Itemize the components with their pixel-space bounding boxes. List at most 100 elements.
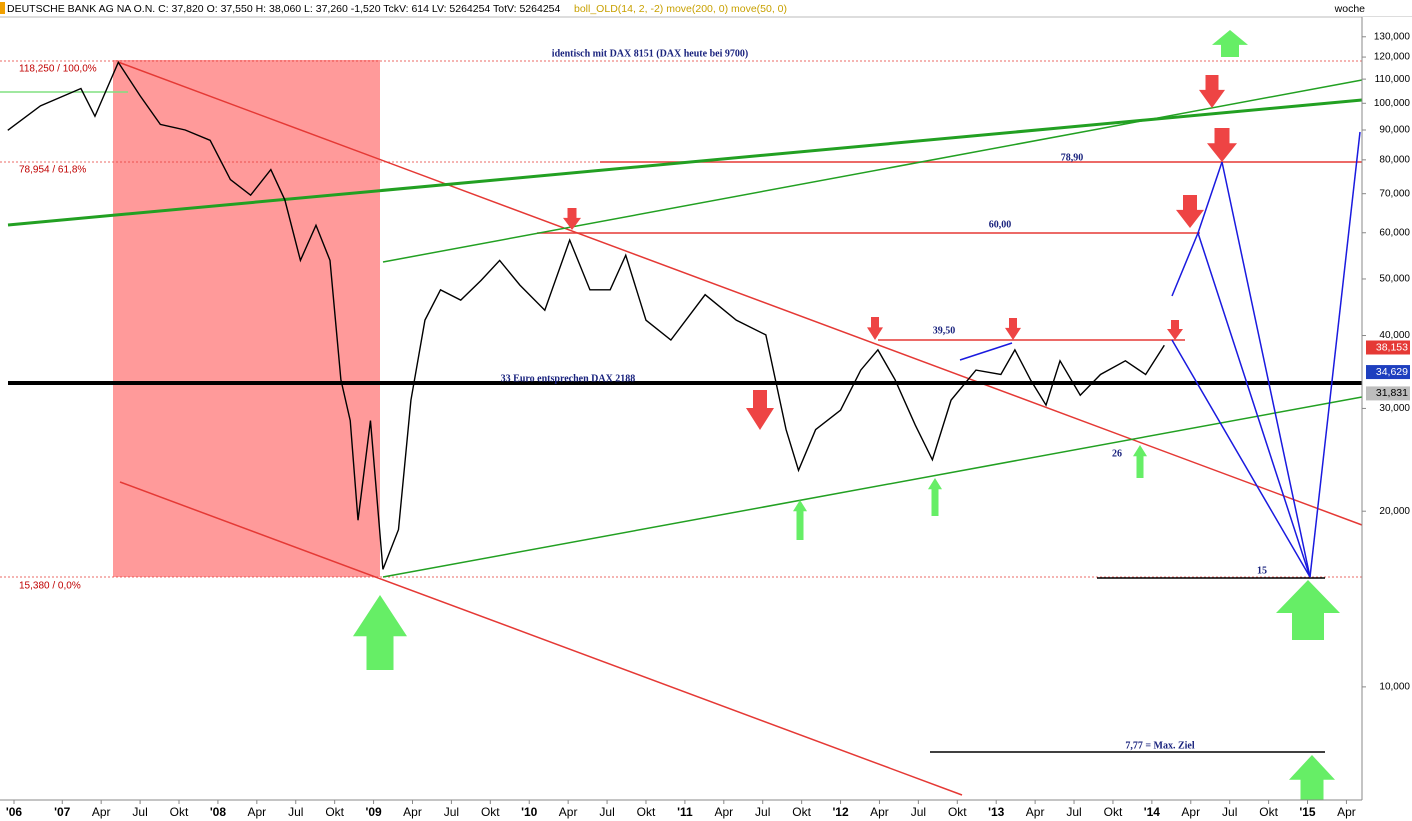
x-tick-label: '08 [210, 805, 227, 819]
x-tick-label: Jul [755, 805, 770, 819]
x-tick-label: Jul [599, 805, 614, 819]
x-tick-label: '14 [1144, 805, 1161, 819]
x-tick-label: Okt [325, 805, 344, 819]
x-tick-label: Apr [247, 805, 266, 819]
x-tick-label: Apr [1337, 805, 1356, 819]
x-tick-label: Okt [1259, 805, 1278, 819]
annotation: 78,90 [1061, 152, 1084, 163]
up-arrow [793, 500, 807, 540]
x-tick-label: Apr [870, 805, 889, 819]
y-tick-label: 90,000 [1379, 125, 1410, 136]
price-tag-label: 38,153 [1376, 341, 1408, 353]
down-arrow [746, 390, 774, 430]
x-tick-label: '11 [677, 805, 693, 819]
projection [1309, 131, 1361, 578]
y-tick-label: 20,000 [1379, 506, 1410, 517]
x-tick-label: Jul [132, 805, 147, 819]
projection [1221, 161, 1311, 578]
x-tick-label: Okt [792, 805, 811, 819]
y-tick-label: 80,000 [1379, 154, 1410, 165]
price-tag-label: 31,831 [1376, 387, 1408, 399]
trend-line [7, 98, 1363, 227]
up-arrow [928, 478, 942, 516]
annotation: 60,00 [989, 219, 1012, 230]
annotation: identisch mit DAX 8151 (DAX heute bei 97… [552, 48, 748, 59]
support-lines [7, 79, 1363, 578]
projection-lines [959, 131, 1361, 578]
black-levels [8, 381, 1362, 753]
header-title: DEUTSCHE BANK AG NA O.N. C: 37,820 O: 37… [7, 3, 560, 15]
price-line [7, 60, 1165, 570]
y-tick-label: 130,000 [1374, 31, 1411, 42]
x-tick-label: '10 [521, 805, 538, 819]
trend-line [117, 61, 1363, 526]
x-tick-label: '09 [365, 805, 382, 819]
x-tick-label: Okt [481, 805, 500, 819]
price-tag [1366, 340, 1410, 355]
up-arrow [1133, 445, 1147, 478]
down-arrow [1207, 128, 1237, 162]
trend-line [382, 79, 1363, 263]
down-arrow [1199, 75, 1225, 108]
x-tick-label: '12 [832, 805, 849, 819]
annotation: 33 Euro entsprechen DAX 2188 [501, 373, 636, 384]
x-tick-label: Jul [911, 805, 926, 819]
annotation: 26 [1112, 448, 1122, 459]
projection [1197, 161, 1223, 234]
x-tick-label: Apr [403, 805, 422, 819]
x-tick-label: Apr [714, 805, 733, 819]
x-tick-label: Okt [170, 805, 189, 819]
down-arrow [563, 208, 581, 230]
period-label: woche [1334, 3, 1366, 15]
price-tag [1366, 386, 1410, 401]
x-tick-label: Apr [559, 805, 578, 819]
header-indicators: boll_OLD(14, 2, -2) move(200, 0) move(50… [574, 3, 787, 15]
projection [959, 342, 1013, 361]
annotation: 78,954 / 61,8% [19, 165, 86, 176]
up-arrow [1289, 755, 1335, 800]
price-tag-label: 34,629 [1376, 366, 1408, 378]
x-tick-label: Jul [444, 805, 459, 819]
x-tick-label: Okt [1104, 805, 1123, 819]
x-tick-label: '15 [1299, 805, 1316, 819]
down-arrow [1167, 320, 1183, 340]
resistance-lines [117, 61, 1363, 796]
y-tick-label: 10,000 [1379, 682, 1410, 693]
y-tick-label: 100,000 [1374, 98, 1411, 109]
down-arrow [1176, 195, 1204, 228]
up-arrow [353, 595, 407, 670]
x-tick-label: '06 [6, 805, 23, 819]
y-tick-label: 120,000 [1374, 52, 1411, 63]
trend-line [382, 396, 1363, 578]
annotation: 15,380 / 0,0% [19, 581, 81, 592]
x-tick-label: Jul [288, 805, 303, 819]
x-tick-label: '13 [988, 805, 1005, 819]
x-tick-label: Jul [1222, 805, 1237, 819]
x-tick-label: Okt [637, 805, 656, 819]
annotation: 7,77 = Max. Ziel [1125, 740, 1195, 751]
x-tick-label: Apr [1026, 805, 1045, 819]
down-arrow [1005, 318, 1021, 340]
y-axis-panel [1362, 17, 1412, 800]
up-arrow [1212, 30, 1248, 57]
y-tick-label: 30,000 [1379, 403, 1410, 414]
trend-line [119, 481, 963, 796]
arrows [353, 30, 1340, 800]
up-arrow [1276, 580, 1340, 640]
y-tick-label: 50,000 [1379, 274, 1410, 285]
y-tick-label: 60,000 [1379, 227, 1410, 238]
projection [1197, 232, 1311, 578]
y-tick-label: 110,000 [1375, 74, 1411, 85]
header-bar [0, 0, 1412, 17]
fib-zone [113, 60, 380, 577]
projection [1171, 339, 1311, 578]
x-tick-label: Apr [1181, 805, 1200, 819]
down-arrow [867, 317, 883, 340]
annotation: 118,250 / 100,0% [19, 64, 97, 75]
annotation: 15 [1257, 565, 1267, 576]
x-tick-label: '07 [54, 805, 71, 819]
price-tag [1366, 365, 1410, 380]
header-marker [0, 2, 5, 14]
